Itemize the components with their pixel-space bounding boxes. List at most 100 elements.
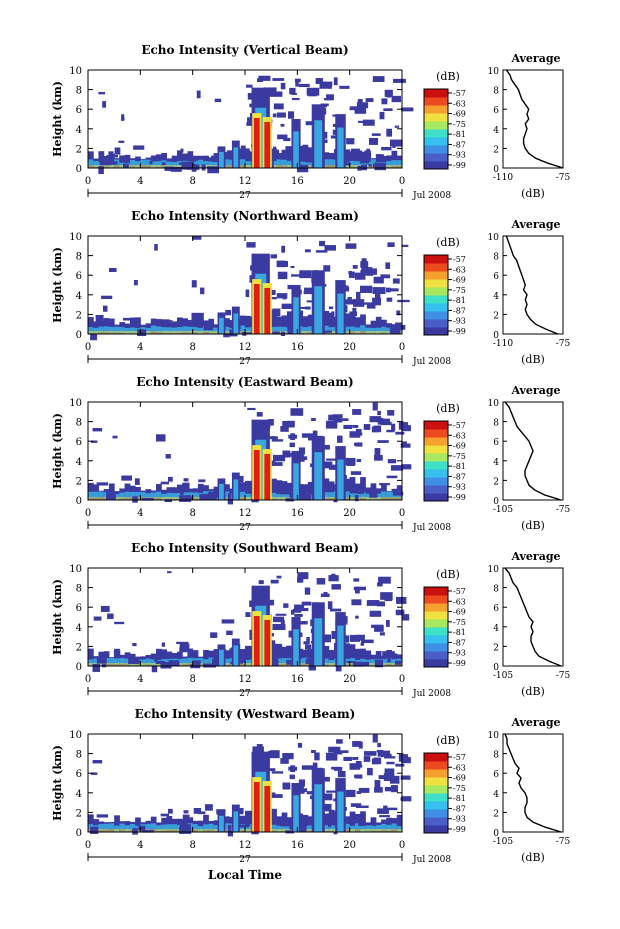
echo-cell xyxy=(327,84,332,89)
echo-cell xyxy=(242,148,250,155)
echo-cell xyxy=(224,165,230,168)
echo-cell xyxy=(224,829,230,832)
echo-cell xyxy=(401,614,410,621)
echo-cell xyxy=(323,98,334,101)
profile-y-tick-label: 0 xyxy=(493,663,499,673)
echo-cell xyxy=(276,497,283,500)
x-tick-label: 12 xyxy=(239,508,252,519)
echo-cell xyxy=(370,659,377,666)
profile-x-tick-label: -75 xyxy=(556,505,571,515)
x-tick-label: 12 xyxy=(239,342,252,353)
echo-cell xyxy=(132,643,137,647)
echo-cell xyxy=(182,318,188,334)
echo-cell xyxy=(381,331,387,334)
profile-line xyxy=(505,235,559,335)
echo-cell xyxy=(323,159,330,166)
colorbar-tick-label: -57 xyxy=(453,255,466,264)
echo-cell xyxy=(369,610,382,617)
y-tick-label: 4 xyxy=(76,623,82,634)
echo-cell xyxy=(289,774,295,780)
echo-cell xyxy=(171,155,178,168)
echo-cell xyxy=(133,279,138,286)
profile-x-tick-label: -110 xyxy=(493,173,513,183)
echo-cell xyxy=(239,148,246,168)
x-tick-label: 16 xyxy=(291,342,304,353)
colorbar-tick-label: -93 xyxy=(453,151,466,160)
echo-cell xyxy=(236,824,249,828)
x-tick-label: 0 xyxy=(399,508,405,519)
echo-cell xyxy=(355,774,363,779)
echo-cell xyxy=(281,497,288,500)
echo-cell xyxy=(245,165,251,168)
echo-cell xyxy=(360,829,366,832)
echo-cell xyxy=(135,497,141,500)
echo-cell xyxy=(356,791,362,795)
echo-cell xyxy=(389,139,403,147)
echo-cell xyxy=(119,492,126,499)
echo-cell xyxy=(272,78,285,81)
echo-cell xyxy=(323,325,330,332)
echo-cell xyxy=(391,829,398,832)
colorbar-swatch xyxy=(424,437,448,446)
echo-cell xyxy=(297,790,305,794)
echo-cell xyxy=(293,629,299,666)
echo-cell xyxy=(396,826,403,832)
echo-cell xyxy=(192,160,199,167)
echo-cell xyxy=(392,278,400,284)
echo-cell xyxy=(365,327,372,334)
echo-cell xyxy=(245,810,251,832)
echo-cell xyxy=(114,663,120,666)
echo-cell xyxy=(203,650,209,666)
echo-cell xyxy=(344,305,348,313)
x-tick-label: 12 xyxy=(239,674,252,685)
echo-cell xyxy=(390,785,399,793)
echo-cell xyxy=(326,458,338,461)
echo-cell xyxy=(119,823,126,830)
profile-y-tick-label: 4 xyxy=(493,126,499,136)
echo-cell xyxy=(283,137,291,142)
echo-cell xyxy=(233,811,239,832)
echo-cell xyxy=(286,311,293,334)
echo-cell xyxy=(281,658,288,664)
echo-cell xyxy=(164,499,172,503)
echo-cell xyxy=(281,326,288,333)
echo-cell xyxy=(349,825,356,832)
colorbar-tick-label: -81 xyxy=(453,130,466,139)
echo-cell xyxy=(386,619,390,627)
echo-cell xyxy=(135,817,141,832)
echo-cell xyxy=(337,435,343,443)
profile-x-tick-label: -105 xyxy=(493,505,513,515)
x-tick-label: 0 xyxy=(85,674,91,685)
colorbar-swatch xyxy=(424,161,448,170)
date-label: Jul 2008 xyxy=(412,357,451,367)
echo-cell xyxy=(365,165,372,168)
echo-cell xyxy=(348,271,355,278)
echo-cell xyxy=(352,741,362,747)
echo-cell xyxy=(365,497,372,500)
echo-cell xyxy=(307,829,314,832)
echo-cell xyxy=(386,429,395,433)
echo-cell xyxy=(371,133,381,136)
echo-cell xyxy=(394,660,402,665)
echo-cell xyxy=(269,296,277,300)
echo-cell xyxy=(129,823,136,830)
colorbar-tick-label: -57 xyxy=(453,753,466,762)
echo-cell xyxy=(349,325,356,332)
echo-cell xyxy=(350,148,360,156)
echo-cell xyxy=(324,245,336,251)
echo-cell xyxy=(328,315,335,320)
echo-cell xyxy=(167,320,173,323)
echo-cell xyxy=(298,452,304,457)
panel-title: Echo Intensity (Eastward Beam) xyxy=(136,375,353,389)
echo-cell xyxy=(245,645,251,666)
echo-cell xyxy=(379,111,385,120)
echo-cell xyxy=(150,659,157,666)
echo-cell xyxy=(282,296,287,300)
colorbar-tick-label: -81 xyxy=(453,628,466,637)
echo-cell xyxy=(203,659,209,666)
echo-cell xyxy=(253,782,260,832)
echo-cell xyxy=(213,327,220,334)
colorbar-tick-label: -87 xyxy=(453,140,466,149)
echo-cell xyxy=(197,658,204,664)
echo-cell xyxy=(302,144,309,168)
